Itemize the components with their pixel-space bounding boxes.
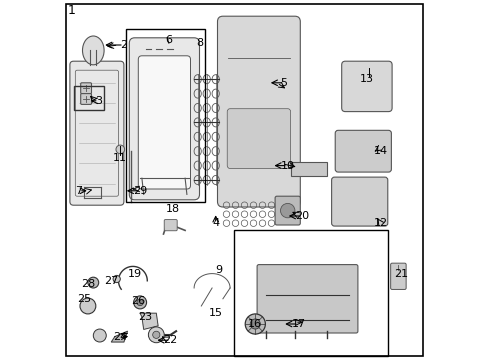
FancyBboxPatch shape bbox=[70, 61, 123, 205]
Text: 14: 14 bbox=[373, 146, 387, 156]
Text: 4: 4 bbox=[212, 218, 219, 228]
Circle shape bbox=[88, 277, 99, 288]
Text: 6: 6 bbox=[165, 35, 172, 45]
FancyBboxPatch shape bbox=[81, 83, 91, 94]
Text: 12: 12 bbox=[373, 218, 387, 228]
Text: 18: 18 bbox=[165, 204, 179, 214]
Text: 21: 21 bbox=[393, 269, 407, 279]
FancyBboxPatch shape bbox=[129, 38, 199, 200]
Text: 25: 25 bbox=[77, 294, 91, 304]
FancyBboxPatch shape bbox=[138, 56, 190, 189]
FancyBboxPatch shape bbox=[331, 177, 387, 226]
Text: 10: 10 bbox=[280, 161, 294, 171]
Circle shape bbox=[93, 329, 106, 342]
Circle shape bbox=[80, 298, 96, 314]
Text: 20: 20 bbox=[294, 211, 308, 221]
Text: 16: 16 bbox=[248, 319, 262, 329]
Text: 2: 2 bbox=[120, 40, 127, 50]
Circle shape bbox=[113, 275, 120, 283]
FancyBboxPatch shape bbox=[81, 94, 91, 104]
Bar bbox=[73, 86, 104, 110]
Circle shape bbox=[133, 296, 146, 309]
Text: 13: 13 bbox=[359, 74, 373, 84]
Text: 19: 19 bbox=[127, 269, 142, 279]
Text: 23: 23 bbox=[138, 312, 152, 322]
FancyBboxPatch shape bbox=[227, 109, 290, 168]
Text: 3: 3 bbox=[95, 96, 102, 106]
Text: 5: 5 bbox=[280, 78, 287, 88]
Circle shape bbox=[152, 331, 160, 338]
Text: 1: 1 bbox=[68, 4, 76, 17]
Circle shape bbox=[280, 203, 294, 218]
FancyBboxPatch shape bbox=[164, 220, 177, 231]
Circle shape bbox=[116, 145, 124, 154]
FancyBboxPatch shape bbox=[335, 130, 390, 172]
FancyBboxPatch shape bbox=[390, 263, 406, 289]
Polygon shape bbox=[140, 313, 158, 329]
Text: 15: 15 bbox=[208, 308, 222, 318]
Text: 8: 8 bbox=[196, 38, 203, 48]
Text: 28: 28 bbox=[81, 279, 95, 289]
FancyBboxPatch shape bbox=[275, 196, 300, 225]
FancyBboxPatch shape bbox=[217, 16, 300, 207]
Text: 29: 29 bbox=[133, 186, 147, 196]
Bar bbox=[233, 230, 387, 356]
Circle shape bbox=[250, 319, 260, 329]
FancyBboxPatch shape bbox=[341, 61, 391, 112]
Polygon shape bbox=[111, 331, 127, 342]
Text: 27: 27 bbox=[104, 276, 118, 286]
Circle shape bbox=[148, 327, 164, 343]
Bar bbox=[125, 29, 204, 202]
Text: 26: 26 bbox=[131, 296, 145, 306]
Circle shape bbox=[244, 314, 265, 334]
Text: 22: 22 bbox=[163, 335, 178, 345]
FancyBboxPatch shape bbox=[257, 265, 357, 333]
Text: 7: 7 bbox=[75, 186, 82, 196]
Text: 11: 11 bbox=[113, 153, 127, 163]
Text: 9: 9 bbox=[215, 265, 223, 275]
Bar bbox=[291, 162, 326, 176]
Text: 24: 24 bbox=[113, 332, 127, 342]
Ellipse shape bbox=[82, 36, 104, 65]
Text: 17: 17 bbox=[291, 319, 305, 329]
Circle shape bbox=[137, 299, 143, 306]
